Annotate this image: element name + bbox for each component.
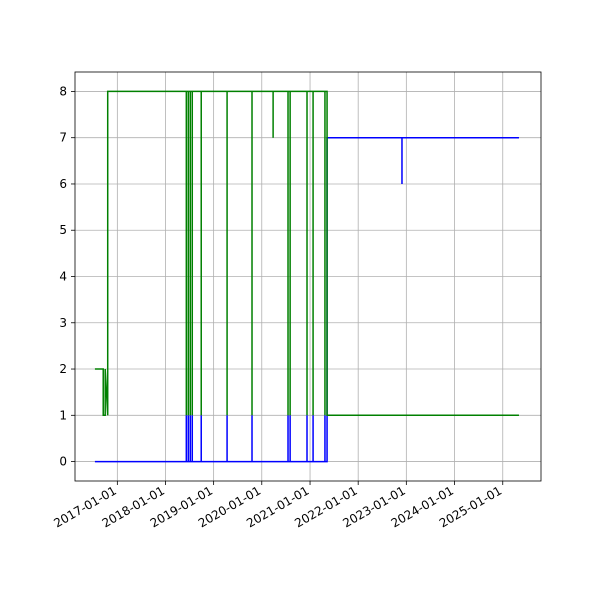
y-tick-label: 3 xyxy=(59,316,67,330)
y-tick-label: 0 xyxy=(59,455,67,469)
y-tick-label: 7 xyxy=(59,131,67,145)
series-line xyxy=(94,90,519,417)
axes-frame xyxy=(74,71,542,482)
y-tick-label: 8 xyxy=(59,84,67,98)
y-tick-label: 2 xyxy=(59,362,67,376)
y-tick-label: 1 xyxy=(59,408,67,422)
y-tick-label: 4 xyxy=(59,270,67,284)
y-tick-label: 6 xyxy=(59,177,67,191)
y-tick-label: 5 xyxy=(59,223,67,237)
